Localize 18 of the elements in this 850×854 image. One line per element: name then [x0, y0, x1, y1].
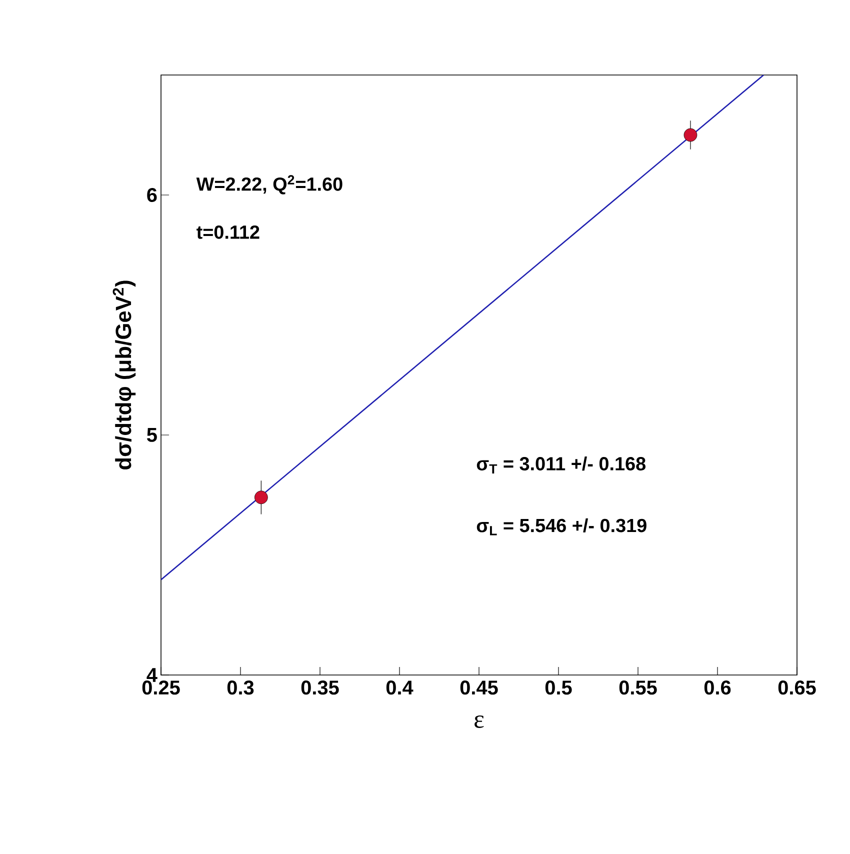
y-axis-title: dσ/dtdφ (μb/GeV$^{2}$): [112, 280, 136, 470]
annotation: W=2.22, Q$^{2}$=1.60: [196, 175, 342, 194]
x-tick-label: 0.25: [142, 680, 180, 695]
y-tick-label: 4: [146, 668, 158, 682]
x-tick-label: 0.65: [778, 680, 816, 695]
x-tick-label: 0.5: [545, 680, 572, 695]
annotation: σ$_{L}$ = 5.546 +/- 0.319: [476, 518, 646, 536]
x-tick-label: 0.55: [619, 680, 657, 695]
y-tick-label: 6: [147, 188, 157, 202]
x-tick-label: 0.3: [227, 680, 254, 695]
x-tick-label: 0.45: [460, 680, 498, 695]
y-tick-label: 5: [147, 428, 157, 442]
x-axis-title: ε: [474, 715, 484, 728]
x-tick-label: 0.4: [386, 680, 414, 695]
annotation: t=0.112: [196, 225, 260, 239]
annotation: σ$_{T}$ = 3.011 +/- 0.168: [476, 456, 646, 474]
x-tick-label: 0.6: [704, 680, 731, 695]
x-tick-label: 0.35: [301, 680, 339, 695]
